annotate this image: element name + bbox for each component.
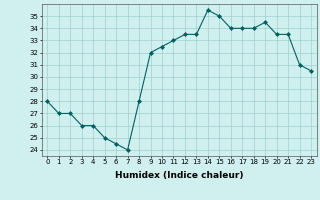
X-axis label: Humidex (Indice chaleur): Humidex (Indice chaleur): [115, 171, 244, 180]
